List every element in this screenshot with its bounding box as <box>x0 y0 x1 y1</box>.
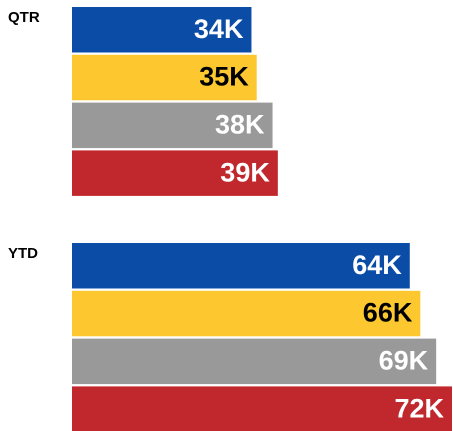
bar <box>72 386 452 431</box>
value-label: 69K <box>379 345 429 375</box>
value-label: 64K <box>352 250 402 280</box>
bar <box>72 338 437 385</box>
bar <box>72 102 273 149</box>
value-label: 39K <box>220 157 270 187</box>
bar <box>72 243 410 289</box>
bar <box>72 290 421 337</box>
value-label: 35K <box>199 62 249 92</box>
category-label: QTR <box>8 9 40 26</box>
category-label: YTD <box>8 245 38 262</box>
value-label: 34K <box>194 14 244 44</box>
bar <box>72 150 278 196</box>
value-label: 66K <box>363 298 413 328</box>
value-label: 38K <box>215 109 265 139</box>
bar <box>72 54 257 101</box>
bar <box>72 7 252 53</box>
value-label: 72K <box>394 393 444 423</box>
